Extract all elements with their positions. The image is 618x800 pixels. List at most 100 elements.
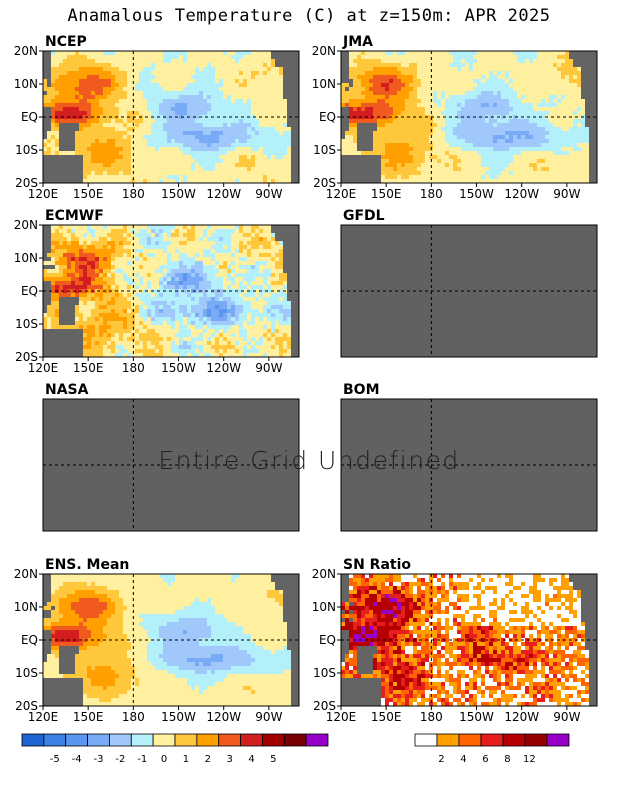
grid-cell: [75, 155, 79, 159]
grid-cell: [565, 147, 569, 151]
grid-cell: [461, 87, 465, 91]
grid-cell: [183, 99, 187, 103]
grid-cell: [521, 59, 525, 63]
grid-cell: [341, 103, 345, 107]
grid-cell: [461, 143, 465, 147]
grid-cell: [99, 293, 103, 297]
grid-cell: [541, 175, 545, 179]
grid-cell: [59, 119, 63, 123]
grid-cell: [465, 175, 469, 179]
grid-cell: [397, 155, 401, 159]
grid-cell: [345, 151, 349, 155]
grid-cell: [199, 63, 203, 67]
grid-cell: [469, 147, 473, 151]
grid-cell: [275, 111, 279, 115]
grid-cell: [51, 75, 55, 79]
grid-cell: [353, 135, 357, 139]
grid-cell: [167, 51, 171, 55]
grid-cell: [585, 79, 589, 83]
grid-cell: [295, 51, 299, 55]
grid-cell: [123, 277, 127, 281]
grid-cell: [457, 143, 461, 147]
grid-cell: [99, 107, 103, 111]
grid-cell: [135, 67, 139, 71]
grid-cell: [373, 91, 377, 95]
grid-cell: [107, 131, 111, 135]
grid-cell: [119, 179, 123, 183]
grid-cell: [111, 305, 115, 309]
grid-cell: [87, 305, 91, 309]
grid-cell: [369, 131, 373, 135]
grid-cell: [239, 147, 243, 151]
grid-cell: [123, 293, 127, 297]
grid-cell: [155, 83, 159, 87]
grid-cell: [373, 147, 377, 151]
grid-cell: [585, 147, 589, 151]
grid-cell: [505, 163, 509, 167]
grid-cell: [99, 155, 103, 159]
grid-cell: [59, 285, 63, 289]
grid-cell: [469, 51, 473, 55]
grid-cell: [389, 79, 393, 83]
grid-cell: [91, 285, 95, 289]
grid-cell: [529, 115, 533, 119]
grid-cell: [71, 317, 75, 321]
grid-cell: [353, 131, 357, 135]
grid-cell: [63, 333, 67, 337]
grid-cell: [345, 167, 349, 171]
grid-cell: [75, 143, 79, 147]
grid-cell: [545, 147, 549, 151]
grid-cell: [473, 83, 477, 87]
grid-cell: [441, 167, 445, 171]
grid-cell: [79, 345, 83, 349]
grid-cell: [67, 281, 71, 285]
grid-cell: [79, 261, 83, 265]
grid-cell: [59, 233, 63, 237]
grid-cell: [581, 127, 585, 131]
grid-cell: [103, 293, 107, 297]
grid-cell: [573, 67, 577, 71]
grid-cell: [477, 103, 481, 107]
grid-cell: [227, 103, 231, 107]
grid-cell: [171, 175, 175, 179]
grid-cell: [51, 281, 55, 285]
grid-cell: [553, 171, 557, 175]
grid-cell: [183, 111, 187, 115]
grid-cell: [593, 55, 597, 59]
grid-cell: [183, 155, 187, 159]
grid-cell: [59, 139, 63, 143]
grid-cell: [239, 87, 243, 91]
grid-cell: [581, 119, 585, 123]
grid-cell: [393, 111, 397, 115]
grid-cell: [381, 127, 385, 131]
grid-cell: [557, 123, 561, 127]
grid-cell: [589, 163, 593, 167]
grid-cell: [365, 71, 369, 75]
grid-cell: [87, 171, 91, 175]
grid-cell: [477, 87, 481, 91]
grid-cell: [513, 151, 517, 155]
grid-cell: [107, 119, 111, 123]
grid-cell: [91, 233, 95, 237]
grid-cell: [99, 111, 103, 115]
grid-cell: [469, 135, 473, 139]
grid-cell: [147, 179, 151, 183]
grid-cell: [55, 237, 59, 241]
grid-cell: [573, 63, 577, 67]
grid-cell: [155, 171, 159, 175]
grid-cell: [549, 107, 553, 111]
grid-cell: [385, 71, 389, 75]
grid-cell: [159, 167, 163, 171]
grid-cell: [501, 131, 505, 135]
grid-cell: [513, 107, 517, 111]
grid-cell: [365, 91, 369, 95]
grid-cell: [247, 87, 251, 91]
grid-cell: [581, 75, 585, 79]
grid-cell: [433, 91, 437, 95]
grid-cell: [55, 269, 59, 273]
grid-cell: [143, 159, 147, 163]
grid-cell: [195, 171, 199, 175]
grid-cell: [397, 75, 401, 79]
grid-cell: [79, 179, 83, 183]
grid-cell: [501, 151, 505, 155]
